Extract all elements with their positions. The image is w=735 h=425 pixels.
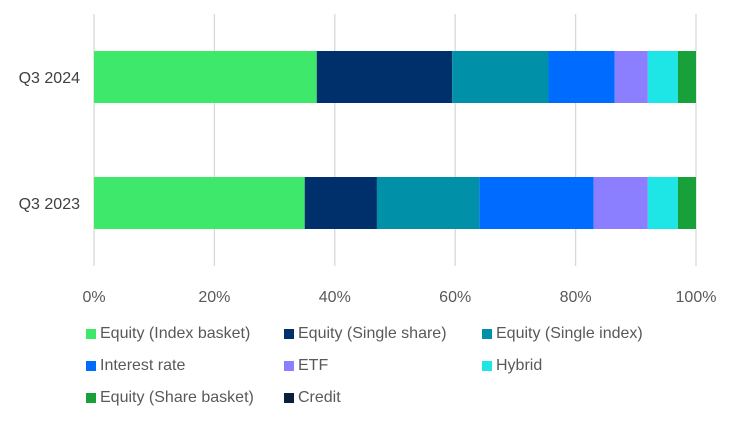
bar-0-2 <box>452 51 549 103</box>
legend-item: Equity (Index basket) <box>86 325 284 343</box>
legend-label: Credit <box>298 389 341 406</box>
legend-row: Interest rate ETF Hybrid <box>86 350 726 382</box>
legend-item: Interest rate <box>86 357 284 375</box>
legend-label: Interest rate <box>100 357 186 374</box>
legend-item: Credit <box>284 389 482 407</box>
x-axis-tick-labels: 0% 20% 40% 60% 80% 100% <box>82 289 716 306</box>
bar-0-0 <box>94 51 317 103</box>
legend-item: Equity (Single share) <box>284 325 482 343</box>
legend-row: Equity (Share basket) Credit <box>86 382 726 414</box>
legend-label: ETF <box>298 357 329 374</box>
legend-swatch <box>86 361 96 371</box>
bar-1-0 <box>94 177 305 229</box>
legend-label: Equity (Single share) <box>298 325 447 342</box>
bars <box>94 51 696 229</box>
legend-item: ETF <box>284 357 482 375</box>
category-label-1: Q3 2023 <box>19 196 80 213</box>
legend-swatch <box>482 329 492 339</box>
legend-label: Equity (Index basket) <box>100 325 251 342</box>
bar-0-4 <box>614 51 648 103</box>
legend-label: Hybrid <box>496 357 543 374</box>
legend-swatch <box>86 393 96 403</box>
bar-1-4 <box>593 177 648 229</box>
bar-0-5 <box>647 51 678 103</box>
bar-0-6 <box>677 51 696 103</box>
bar-1-6 <box>677 177 696 229</box>
category-label-0: Q3 2024 <box>19 70 80 87</box>
legend-item: Hybrid <box>482 357 726 375</box>
bar-1-1 <box>304 177 377 229</box>
legend-item: Equity (Share basket) <box>86 389 284 407</box>
legend-label: Equity (Share basket) <box>100 389 254 406</box>
bar-0-1 <box>316 51 453 103</box>
category-labels: Q3 2024 Q3 2023 <box>19 70 80 213</box>
legend-label: Equity (Single index) <box>496 325 643 342</box>
x-tick-label-3: 60% <box>439 289 471 306</box>
legend-swatch <box>284 329 294 339</box>
legend-swatch <box>86 329 96 339</box>
x-tick-label-5: 100% <box>676 289 717 306</box>
x-tick-label-4: 80% <box>560 289 592 306</box>
bar-1-2 <box>376 177 480 229</box>
legend-swatch <box>284 361 294 371</box>
bar-1-3 <box>479 177 594 229</box>
legend-swatch <box>284 393 294 403</box>
legend-row: Equity (Index basket) Equity (Single shar… <box>86 318 726 350</box>
legend-swatch <box>482 361 492 371</box>
x-tick-label-1: 20% <box>198 289 230 306</box>
x-tick-label-2: 40% <box>319 289 351 306</box>
legend: Equity (Index basket) Equity (Single shar… <box>86 318 726 414</box>
bar-0-3 <box>548 51 615 103</box>
bar-1-5 <box>647 177 678 229</box>
legend-item: Equity (Single index) <box>482 325 726 343</box>
x-tick-label-0: 0% <box>82 289 105 306</box>
